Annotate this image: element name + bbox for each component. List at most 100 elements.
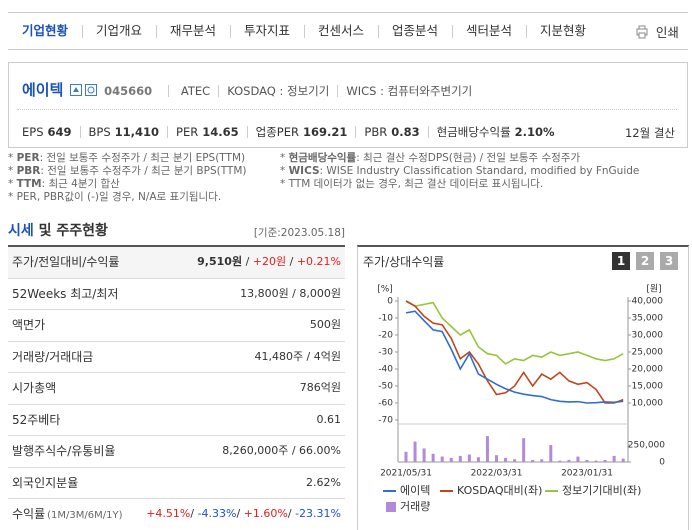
row-label-sub: (1M/3M/6M/1Y)	[47, 510, 123, 521]
metric-value: 169.21	[303, 125, 348, 139]
tab[interactable]: 투자지표	[230, 13, 304, 49]
metric: EPS 649	[22, 126, 80, 138]
text-segment: *	[8, 152, 17, 164]
row-label-text: 주가/전일대비/수익률	[12, 255, 120, 269]
volume-bar	[621, 458, 625, 462]
table-row: 시가총액 786억원	[8, 373, 345, 405]
tab[interactable]: 섹터분석	[452, 13, 526, 49]
text-segment: : 최근 4분기 합산	[41, 178, 120, 190]
volume-bar	[431, 453, 435, 462]
text-segment: /	[287, 507, 296, 520]
printer-icon	[636, 25, 648, 39]
volume-bar	[504, 457, 508, 462]
row-label: 52주베타	[12, 405, 60, 435]
settlement: 12월 결산	[624, 126, 675, 140]
tick-label: -50	[378, 382, 393, 392]
text-segment: /	[236, 507, 244, 520]
metric: 현금배당수익률 2.10%	[427, 125, 563, 139]
tab[interactable]: 컨센서스	[304, 13, 378, 49]
text-segment: 9,510원	[197, 255, 243, 268]
row-value: 500원	[310, 310, 341, 340]
text-segment: : 전일 보통주 수정주가 / 최근 분기 EPS(TTM)	[39, 152, 246, 164]
metric-label: EPS	[22, 125, 44, 139]
legend-label: 거래량	[400, 500, 430, 513]
tick-label: 250,000	[628, 441, 665, 451]
line-series	[405, 300, 624, 404]
text-segment: /	[286, 255, 297, 268]
tab[interactable]: 기업개요	[82, 13, 156, 49]
price-table: 주가/전일대비/수익률 9,510원 / +20원 / +0.21% 52Weeks…	[8, 245, 345, 530]
note-line: * 현금배당수익률: 최근 결산 수정DPS(현금) / 전일 보통주 수정주가	[280, 152, 639, 165]
text-segment: 2.62%	[306, 475, 341, 489]
table-row: 거래량/거래대금 41,480주 / 4억원	[8, 342, 345, 373]
volume-bar	[612, 455, 616, 462]
tab[interactable]: 업종분석	[378, 13, 452, 49]
tick-label: 15,000	[632, 382, 664, 392]
row-label-text: 거래량/거래대금	[12, 349, 94, 364]
text-segment: : 전일 보통주 수정주가 / 최근 분기 BPS(TTM)	[40, 165, 247, 177]
tab[interactable]: 기업현황	[21, 23, 68, 38]
tick-label: -10	[378, 314, 393, 324]
line-series	[405, 310, 624, 404]
text-segment: +4.51%	[146, 507, 191, 520]
text-segment: *	[8, 178, 17, 190]
text-segment: +20원	[252, 255, 287, 268]
row-value: 2.62%	[306, 468, 341, 498]
text-segment: -23.31%	[295, 507, 341, 520]
table-row: 주가/전일대비/수익률 9,510원 / +20원 / +0.21%	[8, 247, 345, 279]
row-label: 52Weeks 최고/최저	[12, 279, 118, 309]
text-segment: /	[190, 507, 198, 520]
text-segment: : 최근 결산 수정DPS(현금) / 전일 보통주 수정주가	[356, 152, 581, 164]
row-label-text: 액면가	[12, 318, 46, 332]
tick-label: -70	[378, 416, 393, 426]
company-wics: WICS : 컴퓨터와주변기기	[337, 85, 480, 97]
row-value: 13,800원 / 8,000원	[240, 279, 341, 309]
table-row: 외국인지분율 2.62%	[8, 468, 345, 499]
print-button[interactable]: 인쇄	[636, 22, 679, 41]
line-series	[405, 300, 624, 365]
metric-label: 현금배당수익률	[436, 125, 511, 139]
metrics: EPS 649 BPS 11,410 PER 14.65 업종PER 169.21 PBR 0.8…	[22, 125, 563, 139]
volume-bar	[549, 445, 553, 462]
tick-label: 35,000	[632, 314, 664, 324]
row-label-text: 외국인지분율	[12, 475, 79, 490]
y-axis-label: [%]	[377, 285, 393, 295]
text-segment: 41,480주 / 4억원	[254, 349, 341, 363]
row-label-text: 52주베타	[12, 412, 61, 427]
row-value: 786억원	[300, 373, 341, 403]
row-value: 8,260,000주 / 66.00%	[222, 436, 341, 466]
tab[interactable]: 재무분석	[156, 13, 230, 49]
table-row: 수익률 (1M/3M/6M/1Y) +4.51%/ -4.33%/ +1.60%/ …	[8, 499, 345, 530]
tab-bar: 기업현황 기업개요 재무분석 투자지표 컨센서스 업종분석 섹터분석 지분현황	[8, 12, 688, 50]
tick-label: 10,000	[632, 399, 664, 409]
volume-bar	[495, 455, 498, 462]
note-line: * PER, PBR값이 (-)일 경우, N/A로 표기됩니다.	[8, 191, 247, 204]
tab[interactable]: 지분현황	[526, 13, 600, 49]
text-segment: * TTM 데이터가 없는 경우, 최근 결산 데이터로 표시됩니다.	[280, 178, 544, 190]
volume-bar	[513, 459, 517, 462]
notes-left: * PER: 전일 보통주 수정주가 / 최근 분기 EPS(TTM) * PBR…	[8, 152, 247, 204]
chart-button[interactable]: 1	[612, 252, 630, 270]
row-label-text: 발행주식수/유통비율	[12, 444, 116, 458]
x-tick-label: 2022/03/31	[471, 469, 523, 479]
tick-label: -60	[378, 399, 393, 409]
text-segment: WICS	[288, 165, 320, 177]
legend-label: 정보기기대비(좌)	[562, 484, 641, 497]
table-row: 발행주식수/유통비율 8,260,000주 / 66.00%	[8, 436, 345, 468]
tick-label: -40	[378, 365, 393, 375]
chart-button[interactable]: 3	[660, 252, 678, 270]
volume-bar	[585, 459, 589, 462]
volume-bar	[567, 459, 571, 462]
row-label-text: 52Weeks 최고/최저	[12, 286, 119, 301]
metric-value: 2.10%	[514, 125, 555, 139]
volume-bar	[449, 457, 453, 462]
text-segment: TTM	[16, 178, 42, 190]
note-line: * TTM 데이터가 없는 경우, 최근 결산 데이터로 표시됩니다.	[280, 178, 639, 191]
chart-button[interactable]: 2	[636, 252, 654, 270]
row-label: 시가총액	[12, 373, 56, 403]
row-value: 41,480주 / 4억원	[254, 342, 341, 372]
row-label: 주가/전일대비/수익률	[12, 247, 119, 277]
